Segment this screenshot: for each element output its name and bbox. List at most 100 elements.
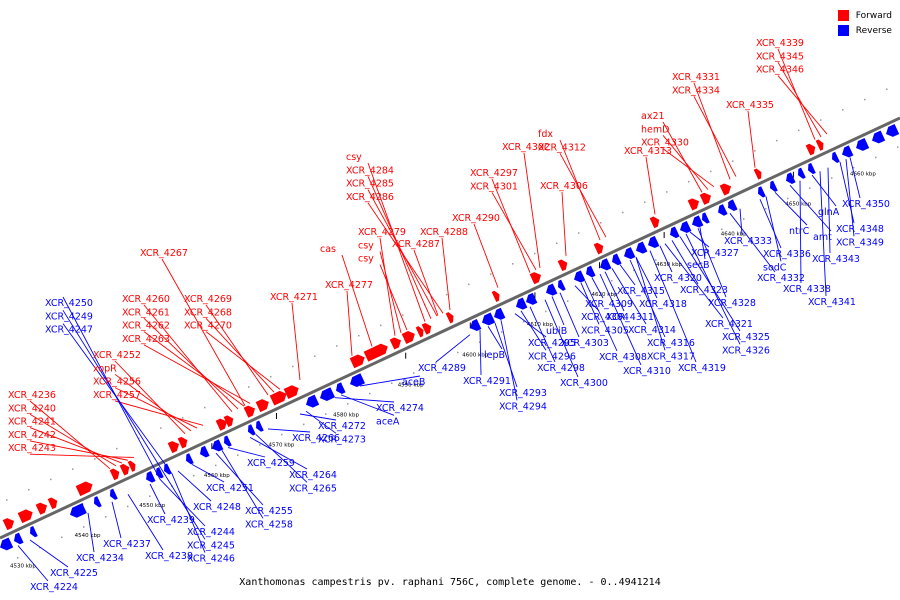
forward-gene xyxy=(167,441,180,454)
guide-dot xyxy=(798,129,800,132)
forward-gene-label: XCR_4306 xyxy=(540,181,588,192)
forward-leader-line xyxy=(143,344,251,404)
forward-gene-label: XCR_4256 xyxy=(93,377,141,388)
forward-gene xyxy=(75,481,93,497)
forward-leader-line xyxy=(561,191,567,256)
forward-leader-line xyxy=(367,189,438,317)
reverse-leader-line xyxy=(689,231,710,248)
forward-gene-label: XCR_4285 xyxy=(346,179,394,190)
forward-gene xyxy=(719,183,732,196)
forward-gene xyxy=(177,436,188,449)
guide-dot xyxy=(457,351,459,354)
forward-leader-line xyxy=(114,387,198,429)
scale-ticks: 4530 kbp 4540 kbp 4550 kbp 4560 kbp 4570 kbp… xyxy=(6,88,899,569)
reverse-gene xyxy=(94,496,102,508)
forward-gene-label: XCR_4290 xyxy=(452,213,500,224)
forward-leader-line xyxy=(662,148,715,188)
guide-dot xyxy=(633,269,635,272)
scale-tick-label: 4660 kbp xyxy=(850,171,876,177)
forward-gene xyxy=(215,418,228,431)
forward-gene xyxy=(127,460,136,472)
guide-dot xyxy=(248,386,250,388)
forward-gene-label: XCR_4302 xyxy=(502,142,550,153)
reverse-leader-line xyxy=(479,329,482,376)
reverse-gene-label: XCR_4225 xyxy=(50,568,98,579)
forward-gene xyxy=(35,502,48,515)
reverse-gene-label: XCR_4259 xyxy=(247,458,295,469)
reverse-leader-line xyxy=(664,243,724,319)
reverse-leader-line xyxy=(171,473,206,553)
forward-gene xyxy=(17,509,33,524)
reverse-gene-label: XCR_4320 xyxy=(654,273,702,284)
forward-swatch xyxy=(837,10,849,21)
reverse-gene xyxy=(30,525,38,538)
forward-gene xyxy=(491,290,500,302)
reverse-gene-label: XCR_4315 xyxy=(617,286,665,297)
genome-backbone xyxy=(0,116,900,540)
guide-dot xyxy=(512,263,514,265)
reverse-gene-label: XCR_4294 xyxy=(499,401,547,412)
reverse-gene xyxy=(856,137,870,151)
forward-gene-label: csy xyxy=(358,254,374,265)
reverse-gene xyxy=(636,241,648,254)
reverse-gene-label: XCR_4224 xyxy=(30,582,78,593)
reverse-gene xyxy=(200,445,210,458)
reverse-leader-line xyxy=(149,483,166,515)
guide-dot xyxy=(402,314,404,316)
label-leader-lines xyxy=(17,48,861,582)
reverse-gene-label: XCR_4325 xyxy=(722,332,770,343)
guide-dot xyxy=(28,488,30,491)
reverse-leader-line xyxy=(799,180,802,284)
reverse-leader-line xyxy=(591,277,604,299)
forward-leader-line xyxy=(29,400,111,470)
forward-gene-label: XCR_4312 xyxy=(538,142,586,153)
forward-leader-line xyxy=(379,251,402,333)
reverse-gene xyxy=(558,279,566,291)
reverse-gene-label: XCR_4317 xyxy=(647,351,695,362)
forward-leader-line xyxy=(114,400,204,426)
guide-dot xyxy=(490,273,492,275)
forward-gene xyxy=(649,216,660,229)
forward-gene-label: XCR_4268 xyxy=(184,307,232,318)
guide-dot xyxy=(391,382,393,385)
reverse-gene xyxy=(702,212,710,224)
forward-gene xyxy=(47,497,58,510)
guide-dot xyxy=(897,146,899,148)
reverse-gene xyxy=(320,387,336,402)
reverse-leader-line xyxy=(435,334,471,363)
guide-dot xyxy=(358,334,360,337)
forward-gene xyxy=(109,468,120,481)
reverse-gene xyxy=(808,162,816,175)
reverse-gene-label: XCR_4300 xyxy=(560,378,608,389)
reverse-gene-label: XCR_4296 xyxy=(528,351,576,362)
forward-gene xyxy=(349,354,365,369)
reverse-gene-label: XCR_4274 xyxy=(376,403,424,414)
forward-leader-line xyxy=(379,264,408,331)
forward-leader-line xyxy=(693,96,737,177)
reverse-gene xyxy=(612,253,622,266)
forward-gene-label: XCR_4313 xyxy=(624,146,672,157)
reverse-gene xyxy=(248,424,256,436)
forward-gene-label: XCR_4271 xyxy=(270,292,318,303)
forward-gene-label: csy xyxy=(346,152,362,163)
forward-gene xyxy=(401,331,415,344)
reverse-gene-label: XCR_4250 xyxy=(45,298,93,309)
reverse-gene-label: ubiB xyxy=(546,326,567,337)
forward-leader-line xyxy=(777,62,822,138)
scale-tick-label: 4530 kbp xyxy=(10,563,36,569)
reverse-gene xyxy=(336,382,346,394)
gene-features xyxy=(0,123,900,551)
reverse-gene-label: XCR_4289 xyxy=(418,363,466,374)
reverse-leader-line xyxy=(29,539,69,568)
reverse-leader-line xyxy=(340,394,395,416)
reverse-leader-line xyxy=(739,208,743,236)
guide-dot xyxy=(435,362,437,364)
reverse-gene-label: XCR_4336 xyxy=(763,249,811,260)
reverse-gene-label: XCR_4305 xyxy=(581,325,629,336)
reverse-gene-label: XCR_4251 xyxy=(206,483,254,494)
forward-leader-line xyxy=(143,317,239,410)
reverse-leader-line xyxy=(759,199,782,249)
reverse-gene-label: XCR_4319 xyxy=(678,363,726,374)
reverse-gene-label: glnA xyxy=(818,207,840,218)
forward-gene-label: XCR_4331 xyxy=(672,72,720,83)
